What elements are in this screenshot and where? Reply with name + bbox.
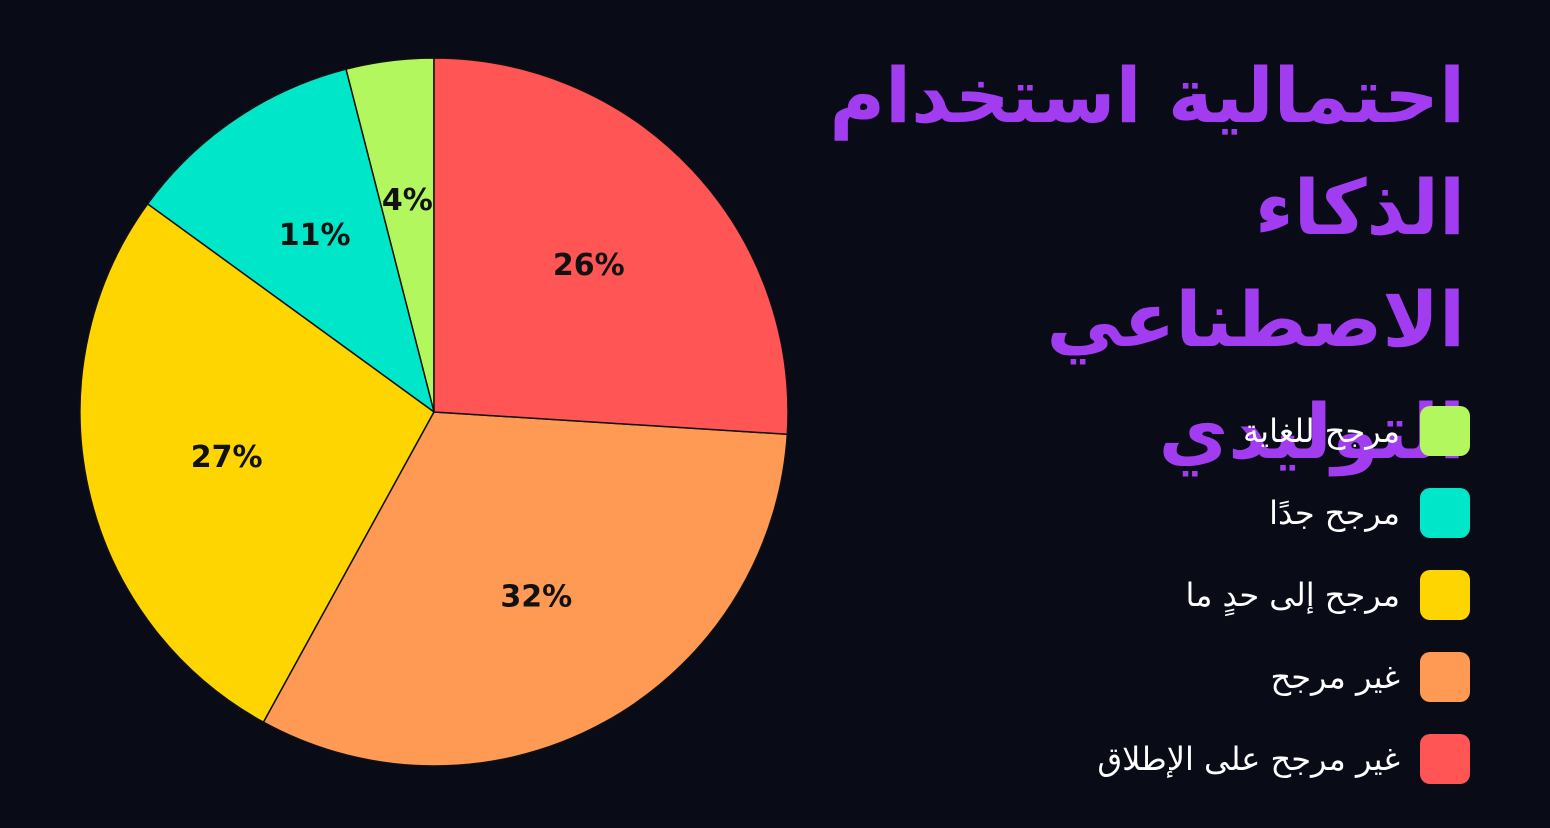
legend-label: غير مرجح على الإطلاق (1097, 740, 1400, 778)
legend-label: مرجح إلى حدٍ ما (1185, 576, 1400, 614)
pie-chart: 4% 11% 27% 32% 26% (79, 57, 789, 767)
data-label: 11% (279, 218, 351, 253)
legend-swatch (1420, 406, 1470, 456)
pie-slice (433, 57, 789, 436)
legend-swatch (1420, 652, 1470, 702)
legend-item: غير مرجح على الإطلاق (1097, 718, 1470, 800)
legend-label: غير مرجح (1270, 658, 1400, 696)
data-label: 32% (500, 580, 572, 615)
legend-item: غير مرجح (1097, 636, 1470, 718)
legend-swatch (1420, 734, 1470, 784)
pie-slice (79, 202, 435, 724)
legend-swatch (1420, 488, 1470, 538)
legend-swatch (1420, 570, 1470, 620)
legend-label: مرجح للغاية (1243, 412, 1400, 450)
data-label: 4% (382, 183, 433, 218)
pie-slice (146, 68, 436, 414)
legend-item: مرجح جدًا (1097, 472, 1470, 554)
data-label: 26% (553, 248, 625, 283)
legend-label: مرجح جدًا (1269, 494, 1400, 532)
pie-slice (262, 411, 789, 767)
legend: مرجح للغاية مرجح جدًا مرجح إلى حدٍ ما غير م… (1097, 390, 1470, 800)
data-label: 27% (191, 440, 263, 475)
chart-title: احتمالية استخدام الذكاء الاصطناعي التولي… (829, 51, 1465, 476)
legend-item: مرجح للغاية (1097, 390, 1470, 472)
legend-item: مرجح إلى حدٍ ما (1097, 554, 1470, 636)
